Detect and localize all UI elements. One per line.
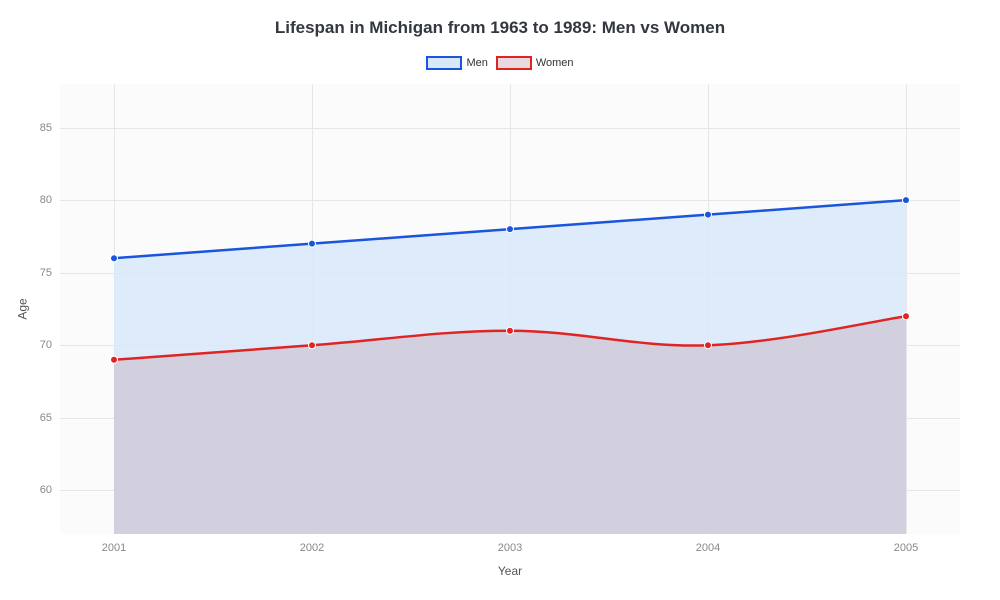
y-tick-label: 80: [22, 194, 52, 206]
x-tick-label: 2001: [102, 542, 126, 554]
legend-label-men: Men: [466, 57, 487, 69]
series-marker: [309, 240, 316, 247]
legend-item-women: Women: [496, 56, 574, 70]
series-marker: [507, 327, 514, 334]
series-marker: [111, 255, 118, 262]
chart-series: [60, 84, 960, 534]
x-tick-label: 2003: [498, 542, 522, 554]
x-axis-title: Year: [498, 564, 522, 578]
chart-title: Lifespan in Michigan from 1963 to 1989: …: [0, 0, 1000, 38]
legend-label-women: Women: [536, 57, 574, 69]
series-marker: [705, 211, 712, 218]
plot-area: [60, 84, 960, 534]
y-tick-label: 60: [22, 484, 52, 496]
series-marker: [903, 197, 910, 204]
legend-swatch-men: [426, 56, 462, 70]
legend: Men Women: [0, 56, 1000, 70]
x-tick-label: 2002: [300, 542, 324, 554]
x-tick-label: 2004: [696, 542, 720, 554]
y-tick-label: 65: [22, 412, 52, 424]
y-axis-title: Age: [16, 298, 30, 319]
series-marker: [309, 342, 316, 349]
legend-swatch-women: [496, 56, 532, 70]
y-tick-label: 70: [22, 339, 52, 351]
series-marker: [507, 226, 514, 233]
series-marker: [111, 356, 118, 363]
series-marker: [705, 342, 712, 349]
series-marker: [903, 313, 910, 320]
y-tick-label: 85: [22, 122, 52, 134]
legend-item-men: Men: [426, 56, 487, 70]
x-tick-label: 2005: [894, 542, 918, 554]
y-tick-label: 75: [22, 267, 52, 279]
